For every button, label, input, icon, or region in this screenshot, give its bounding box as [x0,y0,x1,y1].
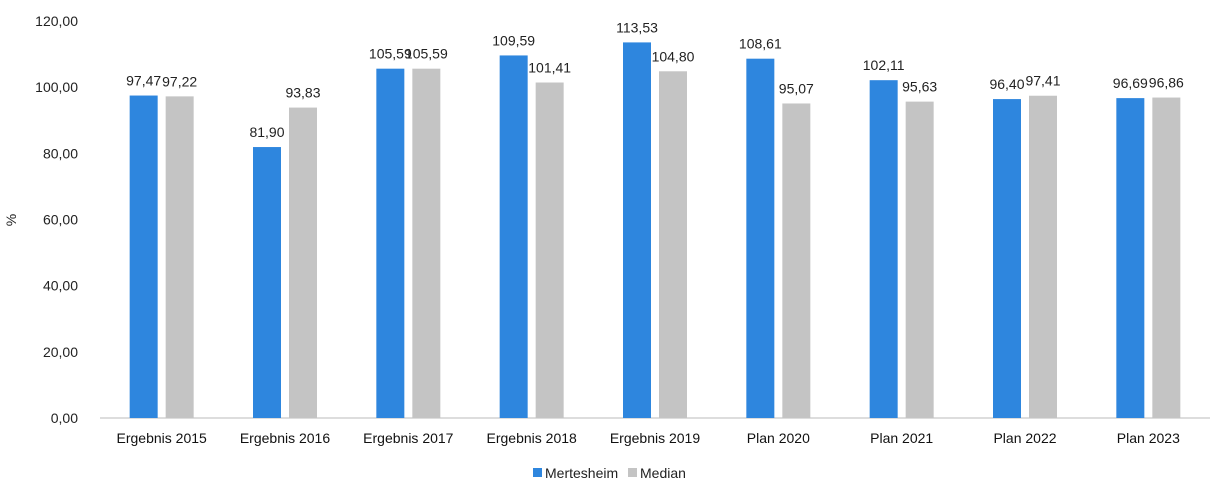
bar-mertesheim [499,55,528,418]
bar-mertesheim [623,42,651,419]
legend-swatch-median [628,468,637,477]
bar-median [412,68,441,418]
y-tick-label: 100,00 [35,79,78,95]
y-tick-label: 60,00 [43,212,78,228]
y-tick-label: 40,00 [43,278,78,294]
category-label: Ergebnis 2015 [117,430,208,446]
category-label: Ergebnis 2016 [240,430,331,446]
legend: Mertesheim Median [533,465,686,481]
data-label: 105,59 [405,46,448,62]
category-label: Plan 2020 [747,430,810,446]
legend-label: Median [640,465,686,481]
bar-median [535,82,564,418]
category-label: Ergebnis 2019 [610,430,701,446]
data-label: 97,22 [162,73,197,89]
category-label: Plan 2021 [870,430,933,446]
data-label: 95,07 [779,80,814,96]
data-label: 93,83 [285,85,320,101]
data-label: 96,69 [1113,75,1148,91]
bar-median [1152,97,1181,418]
data-label: 95,63 [902,79,937,95]
data-label: 113,53 [616,19,658,35]
data-label: 97,41 [1025,73,1060,89]
legend-label: Mertesheim [545,465,618,481]
bar-mertesheim [869,80,898,418]
data-label: 109,59 [492,32,535,48]
bar-median [782,103,811,419]
bar-mertesheim [253,147,281,419]
category-label: Ergebnis 2017 [363,430,454,446]
legend-swatch-mertesheim [533,468,542,477]
bar-mertesheim [129,95,158,419]
bar-median [1029,95,1057,418]
data-label: 104,80 [652,48,695,64]
data-label: 108,61 [739,36,782,52]
data-label: 105,59 [369,46,412,62]
y-axis-ticks: 0,00 20,00 40,00 60,00 80,00 100,00 120,00 [35,13,78,426]
data-label: 81,90 [249,124,284,140]
y-tick-label: 120,00 [35,13,78,29]
bar-series-group [129,42,1181,419]
category-labels: Ergebnis 2015 Ergebnis 2016 Ergebnis 2017 E… [117,430,1181,446]
bar-mertesheim [993,99,1021,419]
bar-mertesheim [376,68,405,418]
bar-median [165,96,194,418]
data-label: 101,41 [528,60,571,76]
y-axis-label: % [3,214,19,226]
bar-mertesheim [1116,98,1145,418]
category-label: Ergebnis 2018 [487,430,578,446]
data-label: 96,40 [989,76,1024,92]
data-label: 97,47 [126,73,161,89]
bar-mertesheim [746,58,775,418]
y-tick-label: 20,00 [43,344,78,360]
bar-median [659,71,687,418]
y-tick-label: 80,00 [43,145,78,161]
bar-median [905,101,934,418]
data-label: 102,11 [863,57,905,73]
y-tick-label: 0,00 [51,410,78,426]
data-label: 96,86 [1149,75,1184,91]
category-label: Plan 2022 [993,430,1056,446]
category-label: Plan 2023 [1117,430,1180,446]
bar-median [289,107,317,418]
